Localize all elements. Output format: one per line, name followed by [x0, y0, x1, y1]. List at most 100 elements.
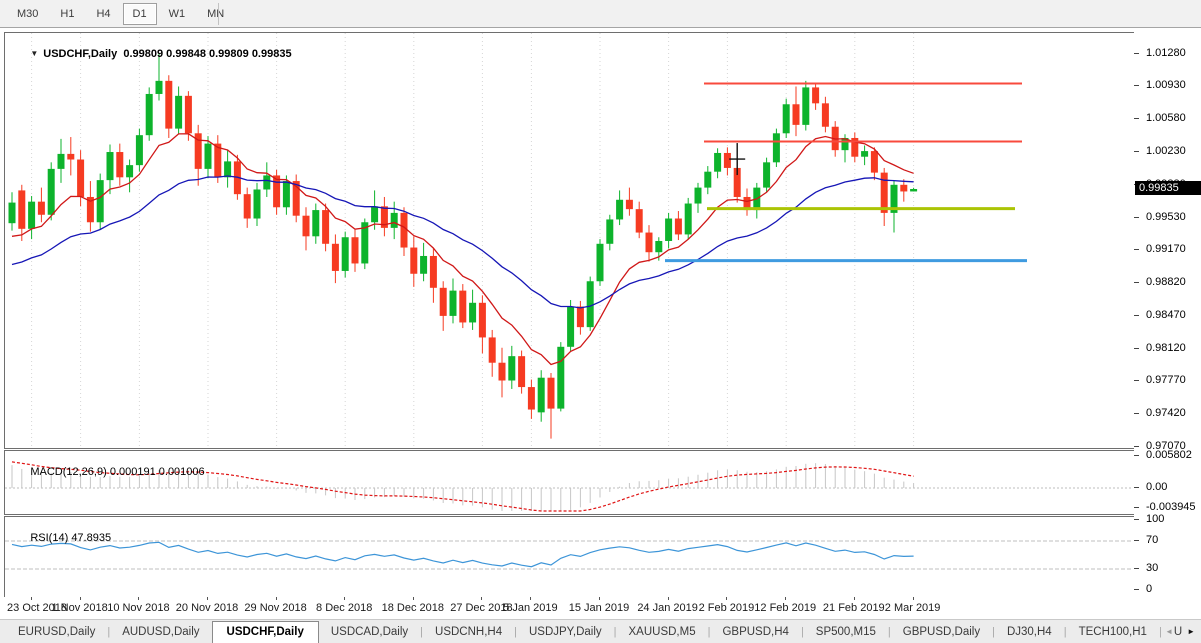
- candle-body: [449, 290, 457, 316]
- date-tick: [79, 597, 81, 600]
- candle-body: [694, 187, 702, 204]
- price-tick-label: 0.97420: [1146, 407, 1186, 420]
- date-axis[interactable]: 23 Oct 2018 1 Nov 2018 10 Nov 2018 20 Nov 2…: [4, 597, 1134, 618]
- chart-tab-gbpusd[interactable]: GBPUSD,Daily: [902, 626, 981, 638]
- chart-tab-tech100[interactable]: TECH100,H1: [1078, 626, 1147, 638]
- chart-tab-gbpusd[interactable]: GBPUSD,H4: [722, 626, 789, 638]
- tab-scroll-arrows: ◄ ►: [1165, 627, 1195, 637]
- date-label: 29 Nov 2018: [244, 602, 307, 614]
- candle-body: [782, 104, 790, 134]
- candle-body: [537, 377, 545, 413]
- timeframe-button-w1[interactable]: W1: [168, 7, 186, 20]
- date-label: 18 Dec 2018: [381, 602, 444, 614]
- candle-body: [596, 243, 604, 282]
- timeframe-button-d1[interactable]: D1: [122, 2, 157, 25]
- candle-body: [155, 80, 163, 94]
- candle-body: [802, 87, 810, 125]
- date-label: 21 Feb 2019: [822, 602, 885, 614]
- timeframe-button-m30[interactable]: M30: [17, 7, 39, 20]
- candle-body: [194, 133, 202, 169]
- chart-tab-xauusd[interactable]: XAUUSD,M5: [628, 626, 696, 638]
- macd-tick-label: -0.003945: [1146, 501, 1196, 513]
- price-chart-panel[interactable]: ▼ USDCHF,Daily 0.99809 0.99848 0.99809 0.…: [4, 32, 1136, 449]
- rsi-tick-label: 70: [1146, 534, 1159, 546]
- price-chart-canvas[interactable]: [5, 33, 1133, 446]
- candle-body: [704, 171, 712, 188]
- chart-dropdown-icon[interactable]: ▼: [30, 49, 39, 58]
- macd-canvas[interactable]: [5, 451, 1133, 512]
- timeframe-button-mn[interactable]: MN: [207, 7, 225, 20]
- candle-body: [126, 165, 134, 178]
- candle-body: [322, 210, 330, 244]
- candle-body: [890, 184, 898, 213]
- candle-body: [86, 196, 94, 223]
- macd-indicator-panel[interactable]: MACD(12,26,9) 0.000191 0.001006: [4, 450, 1136, 515]
- date-label: 1 Nov 2018: [51, 602, 108, 614]
- candle-body: [841, 137, 849, 151]
- candle-body: [684, 203, 692, 235]
- macd-signal-line: [11, 461, 914, 512]
- chart-tab-usdchf[interactable]: USDCHF,Daily: [211, 621, 319, 643]
- candle-body: [390, 212, 398, 228]
- candle-body: [312, 210, 320, 237]
- candle-body: [429, 255, 437, 288]
- chart-tab-u[interactable]: U: [1173, 626, 1183, 638]
- candle-body: [714, 152, 722, 172]
- candle-body: [106, 152, 114, 181]
- candle-body: [351, 237, 359, 264]
- tab-separator: |: [992, 626, 995, 638]
- price-axis[interactable]: 0.99835 1.01280 1.00930 1.00580 1.00230 0.99…: [1134, 29, 1201, 619]
- chart-tab-usdcnh[interactable]: USDCNH,H4: [435, 626, 503, 638]
- candle-body: [733, 167, 741, 197]
- price-tick-label-tick: [1134, 446, 1139, 447]
- candle-body: [557, 346, 565, 409]
- toolbar-separator: [218, 3, 219, 25]
- price-tick-label-tick: [1134, 380, 1139, 382]
- tab-scroll-left-icon[interactable]: ◄: [1165, 627, 1174, 636]
- price-tick-label: 1.00230: [1146, 145, 1186, 158]
- candle-body: [57, 153, 65, 169]
- chart-tab-sp500[interactable]: SP500,M15: [815, 626, 876, 638]
- chart-tab-usdjpy[interactable]: USDJPY,Daily: [528, 626, 602, 638]
- candle-body: [204, 143, 212, 169]
- date-tick: [412, 597, 414, 600]
- price-tick-label: 1.00580: [1146, 112, 1186, 125]
- rsi-tick-label-tick: [1134, 568, 1139, 569]
- tab-separator: |: [613, 626, 617, 638]
- candle-body: [175, 95, 183, 129]
- rsi-canvas[interactable]: [5, 517, 1133, 596]
- candle-body: [723, 152, 731, 168]
- candle-body: [625, 199, 633, 210]
- macd-label: MACD(12,26,9) 0.000191 0.001006: [12, 454, 205, 490]
- date-tick: [481, 597, 483, 600]
- rsi-tick-label-tick: [1134, 519, 1139, 520]
- tab-scroll-right-icon[interactable]: ►: [1187, 627, 1195, 636]
- macd-values: 0.000191 0.001006: [109, 466, 205, 478]
- candle-body: [772, 133, 780, 163]
- candle-body: [37, 201, 45, 215]
- ma-slow-line: [11, 175, 914, 309]
- price-tick-label: 1.00930: [1146, 79, 1186, 92]
- candle-body: [665, 218, 673, 241]
- candle-body: [743, 196, 751, 211]
- timeframe-button-h1[interactable]: H1: [60, 7, 75, 20]
- chart-tab-usdcad[interactable]: USDCAD,Daily: [330, 626, 409, 638]
- chart-tab-dj30[interactable]: DJ30,H4: [1006, 626, 1052, 638]
- candle-body: [282, 181, 290, 208]
- candle-body: [792, 104, 800, 125]
- price-tick-label: 0.98820: [1146, 276, 1186, 289]
- date-tick: [785, 597, 787, 600]
- chart-tab-eurusd[interactable]: EURUSD,Daily: [18, 626, 96, 638]
- moving-averages-layer: [11, 133, 914, 366]
- chart-tab-audusd[interactable]: AUDUSD,Daily: [122, 626, 200, 638]
- candle-body: [8, 202, 16, 224]
- price-tick-label: 0.97770: [1146, 374, 1186, 387]
- rsi-label: RSI(14) 47.8935: [12, 520, 111, 556]
- timeframe-button-h4[interactable]: H4: [96, 7, 111, 20]
- rsi-indicator-panel[interactable]: RSI(14) 47.8935: [4, 516, 1136, 599]
- date-tick: [530, 597, 532, 600]
- price-tick-label-tick: [1134, 151, 1139, 153]
- date-tick: [207, 597, 208, 600]
- candle-body: [331, 243, 339, 271]
